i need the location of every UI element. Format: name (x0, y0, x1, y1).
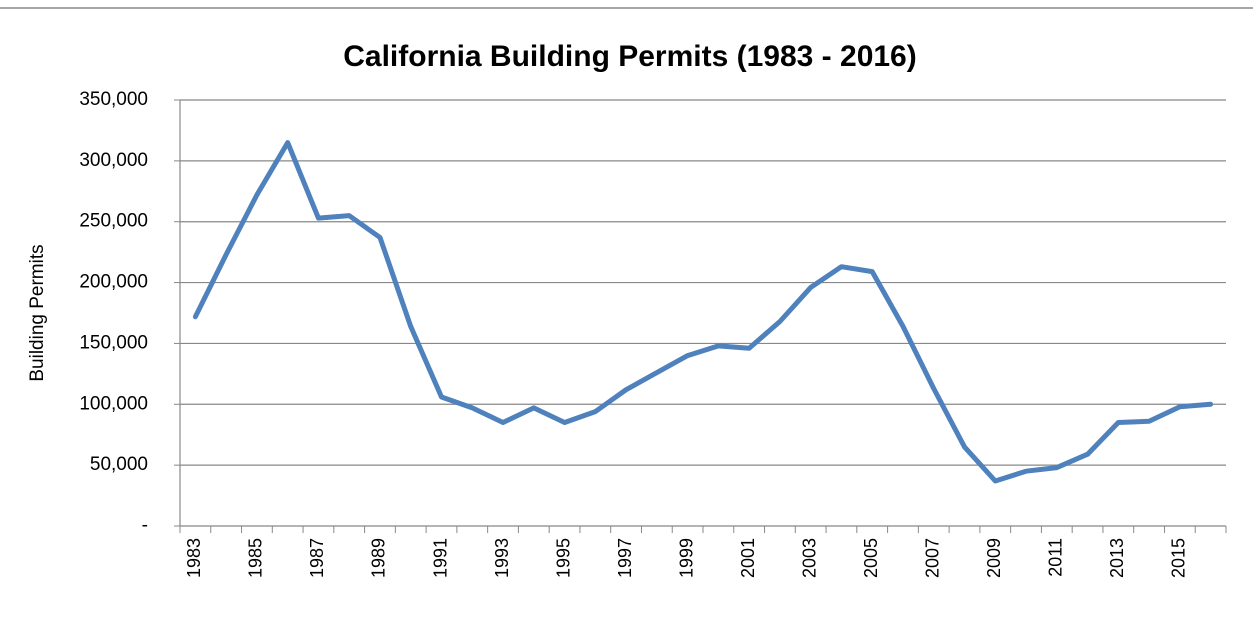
x-tick-label: 2007 (922, 538, 942, 578)
y-tick-label: 50,000 (90, 454, 148, 475)
x-tick-label: 2009 (984, 538, 1004, 578)
x-tick-label: 2015 (1169, 538, 1189, 578)
x-tick-label: 1983 (184, 538, 204, 578)
y-tick-label: 300,000 (79, 150, 148, 171)
x-tick-label: 1989 (369, 538, 389, 578)
y-axis-label: Building Permits (27, 244, 48, 381)
x-tick-label: 2013 (1107, 538, 1127, 578)
x-tick-label: 2011 (1046, 538, 1066, 577)
x-tick-label: 2005 (861, 538, 881, 578)
x-tick-label: 1999 (676, 538, 696, 578)
x-tick-label: 1993 (492, 538, 512, 578)
y-tick-label: 100,000 (79, 393, 148, 414)
x-tick-label: 2003 (799, 538, 819, 578)
y-tick-label: - (142, 515, 148, 536)
y-tick-label: 250,000 (79, 211, 148, 232)
x-tick-label: 1985 (246, 538, 266, 578)
x-tick-label: 1995 (553, 538, 573, 578)
chart-title: California Building Permits (1983 - 2016… (343, 40, 917, 73)
x-tick-label: 2001 (738, 538, 758, 578)
y-tick-label: 350,000 (79, 89, 148, 110)
x-tick-label: 1991 (430, 538, 450, 578)
x-tick-label: 1987 (307, 538, 327, 578)
data-line (192, 140, 1214, 484)
y-tick-label: 150,000 (79, 332, 148, 353)
x-tick-label: 1997 (615, 538, 635, 578)
y-tick-label: 200,000 (79, 272, 148, 293)
